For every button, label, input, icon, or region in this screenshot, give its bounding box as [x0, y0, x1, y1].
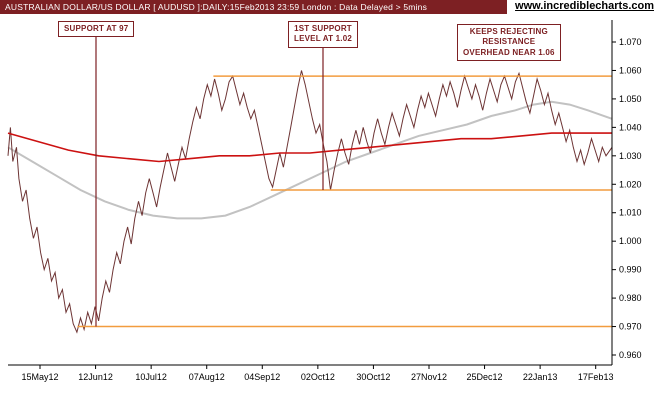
x-tick-label: 12Jun12: [78, 372, 113, 382]
x-tick-label: 30Oct12: [356, 372, 390, 382]
chart-title: AUSTRALIAN DOLLAR/US DOLLAR [ AUDUSD ]:D…: [0, 0, 508, 14]
y-tick-label: 1.040: [619, 122, 642, 132]
x-tick-label: 04Sep12: [244, 372, 280, 382]
annotation-first-support-102: 1ST SUPPORT LEVEL AT 1.02: [288, 21, 359, 48]
y-tick-label: 1.030: [619, 151, 642, 161]
ma-gray-line: [7, 100, 613, 220]
x-tick-label: 25Dec12: [467, 372, 503, 382]
x-tick-label: 15May12: [21, 372, 58, 382]
annotation-resistance-106: KEEPS REJECTING RESISTANCE OVERHEAD NEAR…: [457, 24, 561, 62]
ma-red-line: [7, 132, 612, 163]
y-tick-label: 1.010: [619, 208, 642, 218]
y-tick-label: 0.980: [619, 293, 642, 303]
title-bar: AUSTRALIAN DOLLAR/US DOLLAR [ AUDUSD ]:D…: [0, 0, 660, 14]
x-tick-label: 02Oct12: [301, 372, 335, 382]
x-tick-label: 10Jul12: [135, 372, 167, 382]
y-tick-label: 0.970: [619, 322, 642, 332]
annotation-support-97: SUPPORT AT 97: [58, 21, 135, 38]
x-tick-label: 27Nov12: [411, 372, 447, 382]
x-tick-label: 07Aug12: [189, 372, 225, 382]
y-tick-label: 0.960: [619, 350, 642, 360]
y-tick-label: 1.050: [619, 94, 642, 104]
y-tick-label: 1.060: [619, 65, 642, 75]
y-tick-label: 1.020: [619, 179, 642, 189]
x-tick-label: 22Jan13: [523, 372, 558, 382]
x-tick-label: 17Feb13: [578, 372, 614, 382]
price-line: [7, 70, 613, 334]
y-tick-label: 1.000: [619, 236, 642, 246]
y-tick-label: 0.990: [619, 265, 642, 275]
website-link[interactable]: www.incrediblecharts.com: [507, 0, 660, 14]
y-tick-label: 1.070: [619, 37, 642, 47]
